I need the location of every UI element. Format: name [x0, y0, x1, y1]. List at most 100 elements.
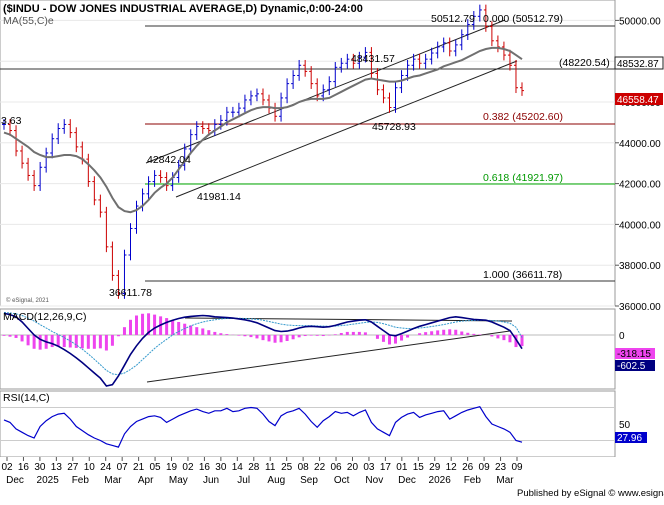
price-bar: [471, 11, 476, 30]
price-bar: [483, 4, 488, 32]
price-bar: [405, 59, 410, 81]
level-box: [614, 56, 664, 70]
grid-layer: [0, 19, 615, 441]
price-bar: [501, 41, 506, 61]
price-bar: [254, 88, 259, 102]
price-bar: [8, 119, 13, 136]
fib-100-label: 1.000 (36611.78): [483, 269, 562, 281]
title-group: ($INDU - DOW JONES INDUSTRIAL AVERAGE,D)…: [3, 3, 363, 304]
price-y-tick-label: 42000.00: [619, 180, 661, 191]
price-y-tick-label: 40000.00: [619, 220, 661, 231]
level-box-value: 48532.87: [617, 59, 659, 70]
x-axis-band: [0, 457, 664, 500]
price-bar: [158, 170, 163, 183]
channel-lower-line: [175, 60, 518, 198]
publisher-footer: Published by eSignal © www.esignal.com: [517, 488, 664, 499]
price-bar: [236, 102, 241, 118]
macd-panel-frame: [0, 308, 616, 390]
price-bar: [116, 270, 121, 299]
price-bar: [339, 57, 344, 73]
price-bar: [411, 53, 416, 71]
x-axis-tick-label: 06: [330, 462, 342, 473]
price-bar: [417, 53, 422, 69]
x-axis-tick-label: 24: [100, 462, 112, 473]
x-axis-month-label: Mar: [104, 475, 122, 486]
price-bar: [182, 143, 187, 171]
price-bar: [110, 241, 115, 281]
price-bar: [14, 125, 19, 157]
channel-upper-line: [145, 19, 506, 164]
x-axis-month-label: Aug: [267, 475, 285, 486]
price-bar: [122, 249, 127, 299]
x-axis-tick-label: 12: [446, 462, 458, 473]
price-bar: [435, 41, 440, 59]
price-bar: [248, 90, 253, 106]
ma-legend: MA(55,C)e: [3, 15, 54, 27]
price-y-tick-label: 36000.00: [619, 302, 661, 313]
x-axis-month-label: May: [169, 475, 188, 486]
x-axis-month-label: Dec: [6, 475, 24, 486]
price-bar: [200, 121, 205, 134]
annotation-42842: 42842.04: [147, 154, 191, 166]
x-axis-month-label: Feb: [72, 475, 90, 486]
price-bar: [513, 59, 518, 94]
price-bar: [128, 223, 133, 261]
last-price-box: [615, 93, 663, 105]
price-bar: [520, 82, 524, 96]
x-axis-tick-label: 15: [413, 462, 425, 473]
price-bar: [146, 176, 151, 200]
price-bar: [86, 153, 91, 187]
x-axis-tick-label: 08: [298, 462, 310, 473]
price-bar: [242, 94, 247, 114]
x-axis-month-label: 2026: [429, 475, 452, 486]
price-bar: [447, 37, 452, 57]
rsi-labels: RSI(14,C) 27.96: [3, 392, 647, 444]
price-y-tick-label: 50000.00: [619, 16, 661, 27]
price-bar: [291, 70, 296, 89]
price-bar: [56, 123, 61, 145]
fib-382-label: 0.382 (45202.60): [483, 111, 563, 123]
price-panel-frame: [0, 0, 616, 307]
price-bar: [303, 59, 308, 77]
macd-title: MACD(12,26,9,C): [3, 311, 86, 323]
price-bar: [495, 35, 500, 53]
price-bar: [309, 66, 314, 89]
price-bar: [369, 47, 374, 79]
rsi-value-box: [615, 432, 647, 443]
price-bar: [32, 170, 37, 191]
price-y-tick-label: 38000.00: [619, 261, 661, 272]
price-bar: [261, 88, 265, 106]
x-axis-tick-label: 21: [133, 462, 145, 473]
chart-title: ($INDU - DOW JONES INDUSTRIAL AVERAGE,D)…: [3, 3, 363, 15]
x-axis-tick-label: 30: [34, 462, 46, 473]
annotation-45728: 45728.93: [372, 121, 416, 133]
x-axis-tick-label: 25: [281, 462, 293, 473]
x-axis-tick-label: 23: [495, 462, 507, 473]
price-bar: [92, 176, 97, 206]
x-axis-month-label: 2025: [37, 475, 60, 486]
annotation-high: 50512.79: [431, 13, 475, 25]
price-bar: [164, 172, 169, 191]
source-note: © eSignal, 2021: [6, 297, 49, 304]
ma-55-line: [3, 46, 523, 214]
price-bar: [423, 53, 428, 69]
x-axis-tick-label: 14: [232, 462, 244, 473]
x-axis-tick-label: 05: [150, 462, 162, 473]
price-bar: [429, 47, 434, 65]
x-axis-tick-label: 01: [396, 462, 408, 473]
price-bar: [20, 145, 25, 169]
price-annotations: 50512.79 48431.57 45728.93 42842.04 4198…: [1, 13, 610, 299]
macd-value-box: [615, 348, 655, 359]
macd-y-tick-label: 0: [619, 331, 625, 342]
x-axis-tick-label: 11: [265, 462, 276, 473]
resistance-label: (48220.54): [559, 57, 610, 69]
last-price-value: 46558.47: [617, 95, 659, 106]
x-axis-tick-label: 30: [215, 462, 227, 473]
rsi-title: RSI(14,C): [3, 392, 50, 404]
x-axis-tick-label: 26: [462, 462, 474, 473]
price-bar: [26, 157, 31, 181]
series-layer: [2, 46, 524, 448]
macd-line: [3, 312, 523, 387]
x-axis-tick-label: 02: [182, 462, 194, 473]
